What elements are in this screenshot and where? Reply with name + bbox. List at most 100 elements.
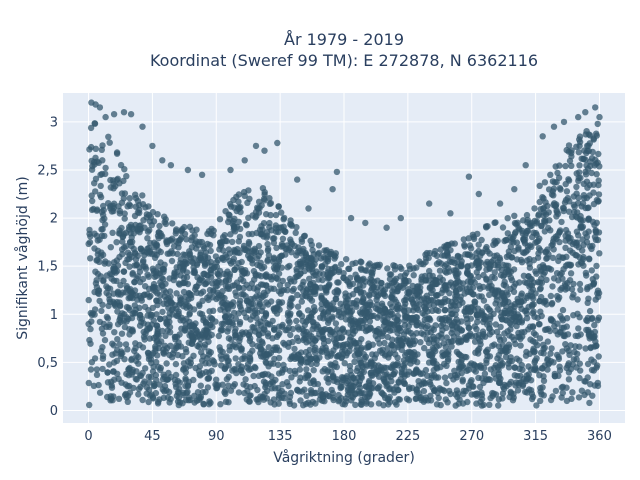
data-point: [594, 287, 602, 294]
data-point: [102, 113, 109, 121]
data-point: [124, 398, 131, 405]
data-point: [160, 268, 167, 275]
data-point: [549, 283, 556, 290]
data-point: [358, 298, 366, 306]
data-point: [435, 394, 442, 402]
data-point: [244, 387, 251, 395]
data-point: [250, 372, 257, 380]
data-point: [324, 353, 331, 360]
data-point: [448, 343, 455, 350]
data-point: [207, 258, 215, 266]
data-point: [186, 250, 194, 257]
data-point: [429, 307, 436, 314]
data-point: [231, 266, 238, 273]
data-point: [381, 364, 388, 371]
data-point: [412, 395, 419, 403]
data-point: [191, 392, 198, 399]
data-point: [414, 359, 421, 366]
data-point: [261, 189, 268, 196]
data-point: [552, 387, 560, 395]
data-point: [202, 320, 210, 328]
data-point: [541, 326, 549, 333]
data-point: [300, 330, 307, 338]
data-point: [202, 368, 210, 376]
data-points: [85, 99, 603, 409]
data-point: [315, 242, 323, 249]
data-point: [490, 256, 497, 264]
y-tick-label: 0,5: [37, 356, 58, 371]
data-point: [191, 232, 198, 239]
data-point: [106, 139, 113, 146]
data-point: [375, 373, 383, 380]
data-point: [441, 374, 449, 381]
data-point: [168, 299, 176, 307]
data-point: [489, 342, 496, 349]
data-point: [133, 225, 141, 232]
data-point: [362, 353, 370, 360]
data-point: [467, 315, 474, 322]
data-point: [132, 292, 140, 299]
data-point: [229, 238, 236, 246]
data-point: [286, 398, 293, 405]
data-point: [201, 255, 209, 262]
data-point: [172, 360, 180, 368]
data-point: [467, 245, 475, 252]
data-point: [559, 317, 567, 324]
data-point: [278, 299, 286, 306]
data-point: [213, 376, 220, 383]
data-point: [575, 149, 582, 156]
data-point: [350, 383, 358, 390]
data-point: [505, 248, 513, 255]
data-point: [525, 363, 532, 370]
data-point: [477, 259, 484, 266]
data-point: [132, 194, 140, 202]
data-point: [320, 326, 328, 333]
data-point: [386, 398, 394, 406]
data-point: [309, 269, 316, 276]
data-point: [429, 384, 436, 391]
data-point: [476, 285, 484, 292]
data-point: [119, 238, 126, 245]
x-tick-label: 90: [208, 429, 225, 444]
data-point: [99, 157, 106, 164]
data-point: [510, 394, 517, 401]
data-point: [492, 321, 499, 328]
data-point: [356, 384, 364, 391]
data-point: [562, 341, 569, 348]
data-point: [471, 323, 478, 330]
data-point: [125, 287, 133, 294]
data-point: [375, 400, 383, 407]
data-point: [161, 213, 168, 220]
y-axis-label: Signifikant våghöjd (m): [14, 176, 31, 339]
data-point: [573, 183, 580, 191]
data-point: [578, 259, 586, 267]
data-point: [335, 396, 343, 404]
data-point: [533, 220, 540, 227]
data-point: [175, 394, 182, 402]
data-point: [523, 310, 530, 317]
data-point: [575, 113, 582, 121]
data-point: [108, 378, 115, 385]
data-point: [155, 247, 162, 254]
data-point: [235, 284, 243, 291]
data-point: [470, 235, 478, 242]
data-point: [492, 219, 499, 226]
data-point: [216, 239, 224, 246]
data-point: [155, 229, 162, 236]
data-point: [463, 354, 470, 361]
data-point: [394, 329, 401, 337]
data-point: [292, 370, 299, 377]
data-point: [225, 382, 232, 389]
data-point: [323, 375, 330, 382]
data-point: [173, 290, 180, 297]
data-point: [333, 353, 341, 360]
data-point: [478, 311, 486, 318]
data-point: [591, 328, 599, 336]
data-point: [132, 340, 139, 347]
data-point: [442, 343, 449, 351]
data-point: [199, 330, 206, 337]
data-point: [442, 306, 449, 314]
data-point: [588, 169, 595, 177]
data-point: [101, 221, 109, 228]
data-point: [194, 241, 202, 249]
